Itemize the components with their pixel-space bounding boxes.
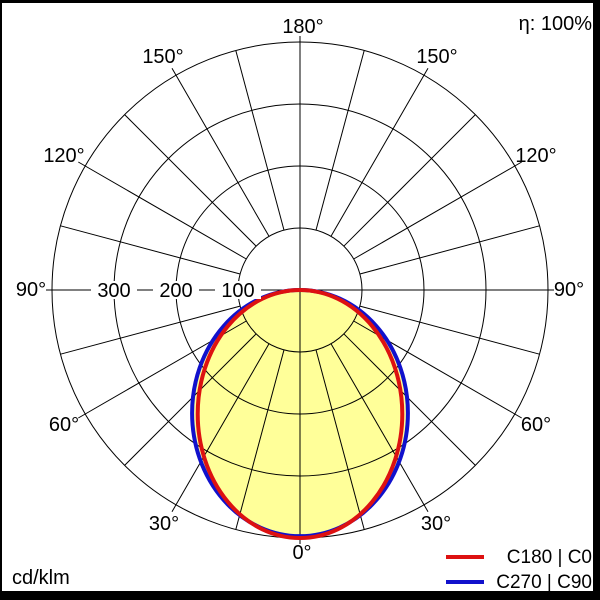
angle-label-0: 0° <box>292 542 311 564</box>
angle-label-120-right: 120° <box>515 145 556 167</box>
frame-right <box>593 0 600 600</box>
radial-label-200: 200 <box>159 280 192 302</box>
spoke-45-left <box>124 333 257 466</box>
units-label: cd/klm <box>12 567 70 589</box>
radial-label-bg-300 <box>91 281 137 299</box>
radial-label-bg-200 <box>153 281 199 299</box>
angle-label-150-right: 150° <box>416 46 457 68</box>
spoke-120-left <box>78 161 247 260</box>
spoke-165-left <box>235 50 285 231</box>
spoke-75-left <box>60 305 241 355</box>
spoke-120-right <box>353 161 522 260</box>
spoke-105-left <box>60 225 241 275</box>
angle-label-150-left: 150° <box>142 46 183 68</box>
polar-grid <box>46 36 554 544</box>
legend: C180 | C0 C270 | C90 <box>446 547 592 593</box>
spoke-30-left <box>171 343 270 512</box>
spoke-135-right <box>343 114 476 247</box>
distribution-curve <box>195 288 405 540</box>
frame-left <box>0 0 2 600</box>
angle-label-90-left: 90° <box>16 279 46 301</box>
frame-bottom <box>0 591 600 600</box>
angle-label-120-left: 120° <box>43 145 84 167</box>
angle-label-90-right: 90° <box>554 279 584 301</box>
radial-label-bg-100 <box>215 281 261 299</box>
radial-axis-labels: 300 200 100 <box>91 280 261 302</box>
spoke-135-left <box>124 114 257 247</box>
radial-label-100: 100 <box>221 280 254 302</box>
legend-label-c180-c0: C180 | C0 <box>507 547 592 568</box>
angle-label-30-right: 30° <box>421 513 451 535</box>
spoke-30-right <box>330 343 429 512</box>
spoke-45-right <box>343 333 476 466</box>
angle-label-180: 180° <box>282 16 323 38</box>
angle-label-60-right: 60° <box>521 414 551 436</box>
spoke-75-right <box>359 305 540 355</box>
spoke-15-left <box>235 349 285 530</box>
spoke-165-right <box>315 50 365 231</box>
angle-labels: 180° 150° 150° 120° 120° 90° 90° 60° 60°… <box>16 16 584 564</box>
curve-strokes <box>190 287 410 540</box>
legend-label-c270-c90: C270 | C90 <box>496 572 592 593</box>
frame-top <box>0 0 600 3</box>
spoke-105-right <box>359 225 540 275</box>
spoke-15-right <box>315 349 365 530</box>
spoke-150-left <box>171 68 270 237</box>
angle-label-30-left: 30° <box>149 513 179 535</box>
angle-label-60-left: 60° <box>49 414 79 436</box>
spoke-150-right <box>330 68 429 237</box>
radial-label-300: 300 <box>97 280 130 302</box>
efficiency-label: η: 100% <box>519 13 593 35</box>
